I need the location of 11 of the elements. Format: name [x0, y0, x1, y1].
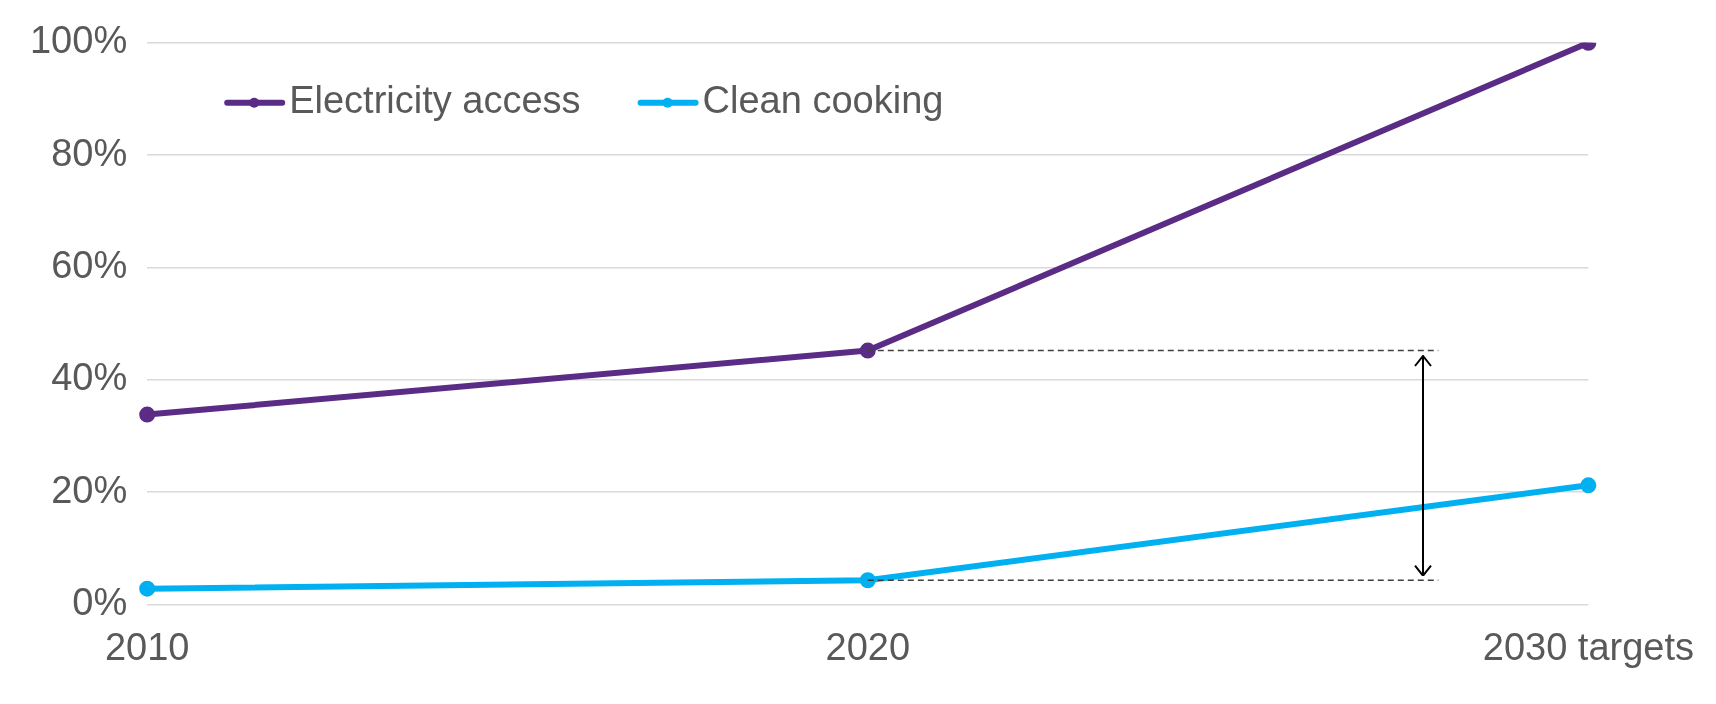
y-tick-label: 100%	[29, 19, 128, 62]
y-tick-label: 60%	[51, 243, 128, 286]
x-tick-label: 2030 targets	[1482, 625, 1694, 668]
x-tick-label: 2010	[104, 625, 190, 668]
x-tick-label: 2020	[825, 625, 911, 668]
legend-label: Clean cooking	[702, 79, 944, 122]
y-tick-label: 80%	[51, 131, 128, 174]
y-tick-label: 0%	[72, 580, 128, 623]
y-tick-label: 20%	[51, 468, 128, 511]
y-tick-label: 40%	[51, 356, 128, 399]
legend-label: Electricity access	[289, 79, 581, 122]
